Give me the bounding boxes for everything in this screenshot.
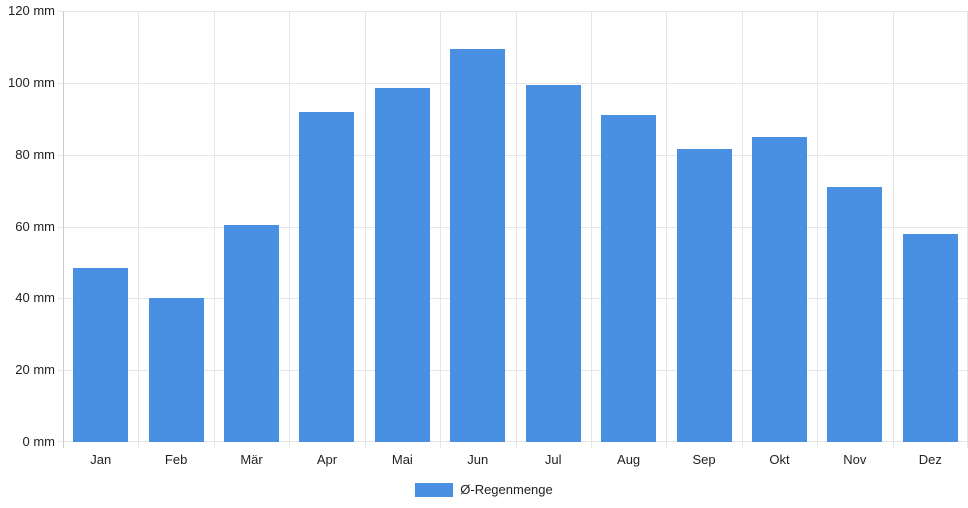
x-tick-label: Okt (769, 452, 790, 467)
y-gridline (58, 441, 968, 442)
x-gridline (516, 11, 517, 448)
y-gridline (58, 370, 968, 372)
x-tick-label: Aug (617, 452, 641, 467)
bar-feb[interactable] (148, 298, 204, 442)
y-gridline (58, 82, 968, 84)
bar-jan[interactable] (73, 268, 129, 442)
y-gridline (58, 11, 968, 12)
x-gridline (138, 11, 139, 448)
bar-jun[interactable] (450, 49, 506, 442)
legend[interactable]: Ø-Regenmenge (0, 481, 968, 499)
x-tick-label: Nov (843, 452, 867, 467)
x-tick-label: Jan (90, 452, 112, 467)
x-tick-label: Sep (692, 452, 716, 467)
x-gridline (817, 11, 818, 448)
x-gridline (214, 11, 215, 448)
x-tick-label: Mär (240, 452, 263, 467)
bar-okt[interactable] (751, 137, 807, 442)
bar-sep[interactable] (676, 149, 732, 442)
y-tick-label: 80 mm (15, 146, 55, 162)
bar-nov[interactable] (827, 187, 883, 442)
y-gridline (58, 226, 968, 228)
y-tick-label: 20 mm (15, 362, 55, 378)
bar-dez[interactable] (902, 234, 958, 442)
x-gridline (440, 11, 441, 448)
y-gridline (58, 154, 968, 156)
legend-label: Ø-Regenmenge (460, 482, 553, 497)
y-tick-label: 100 mm (8, 74, 55, 90)
x-gridline (365, 11, 366, 448)
bar-mai[interactable] (374, 88, 430, 442)
x-gridline (893, 11, 894, 448)
y-axis-line (63, 11, 64, 448)
x-gridline (666, 11, 667, 448)
x-gridline (289, 11, 290, 448)
x-tick-label: Jun (467, 452, 489, 467)
x-gridline (591, 11, 592, 448)
bar-aug[interactable] (601, 115, 657, 442)
legend-swatch (415, 483, 454, 497)
y-tick-label: 60 mm (15, 218, 55, 234)
x-tick-label: Apr (316, 452, 338, 467)
x-tick-label: Feb (164, 452, 188, 467)
y-tick-label: 0 mm (22, 434, 56, 449)
x-gridline (742, 11, 743, 448)
bar-mär[interactable] (224, 225, 280, 442)
bar-apr[interactable] (299, 112, 355, 442)
x-tick-label: Mai (391, 452, 413, 467)
x-tick-label: Dez (918, 452, 942, 467)
bar-jul[interactable] (525, 85, 581, 442)
plot-area (58, 11, 968, 448)
x-tick-label: Jul (544, 452, 562, 467)
y-tick-label: 40 mm (15, 290, 55, 306)
y-gridline (58, 298, 968, 300)
y-tick-label: 120 mm (8, 3, 55, 18)
